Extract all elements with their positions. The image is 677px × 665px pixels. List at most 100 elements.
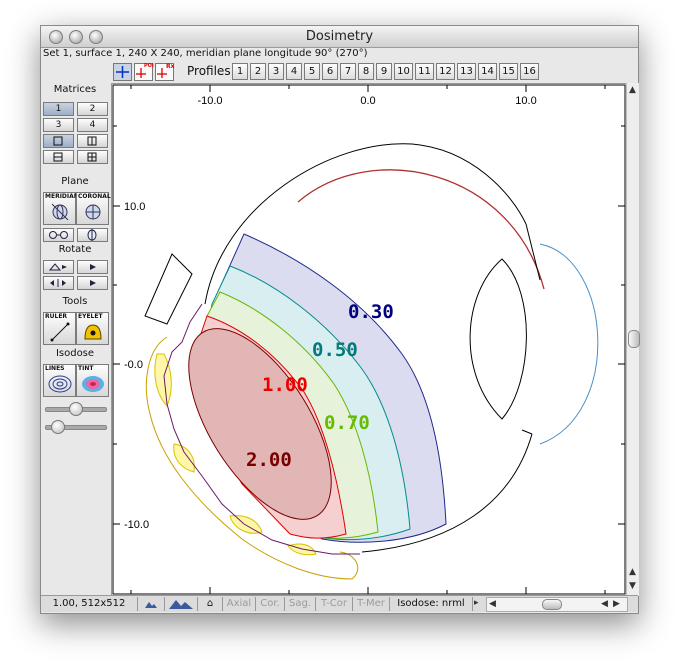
profile-button-12[interactable]: 12 (436, 63, 455, 80)
dose-plot[interactable]: -10.0 0.0 10.0 10.0 -0.0 -10.0 (112, 84, 626, 595)
rotate-ccw-button[interactable] (43, 260, 74, 274)
eyelet-tool-button[interactable]: EYELET (76, 312, 109, 345)
profile-button-1[interactable]: 1 (232, 63, 248, 80)
vertical-scrollbar[interactable]: ▲ ▲ ▼ (626, 83, 640, 596)
y-tick-label: 10.0 (124, 201, 145, 213)
profile-button-9[interactable]: 9 (376, 63, 392, 80)
minimize-window-icon[interactable] (69, 30, 83, 44)
isodose-slider-2-track[interactable] (45, 425, 107, 430)
zoom-out-button[interactable] (138, 597, 165, 611)
meridian-plane-button[interactable]: MERIDIAN (43, 192, 79, 225)
zoom-in-button[interactable] (165, 597, 198, 611)
plane-slice-button[interactable] (77, 228, 108, 242)
profile-button-10[interactable]: 10 (394, 63, 413, 80)
isodose-lines-button[interactable]: LINES (43, 364, 76, 397)
poi-caption: POI (144, 63, 154, 69)
profile-button-3[interactable]: 3 (268, 63, 284, 80)
bottom-tick-marks (130, 587, 606, 594)
matrix-3-button[interactable]: 3 (43, 118, 74, 132)
profile-button-6[interactable]: 6 (322, 63, 338, 80)
dosimetry-canvas[interactable]: -10.0 0.0 10.0 10.0 -0.0 -10.0 (111, 83, 627, 596)
scroll-left-lower-icon[interactable]: ◀ (601, 599, 608, 609)
isodose-label-100: 1.00 (262, 374, 308, 396)
globe-outer-arc (204, 143, 527, 305)
profile-button-11[interactable]: 11 (415, 63, 434, 80)
horizontal-scrollbar[interactable]: ◀ ◀ ▶ (486, 597, 628, 612)
tools-label: Tools (62, 296, 88, 307)
home-button[interactable]: ⌂ (198, 597, 223, 611)
matrix-1-button[interactable]: 1 (43, 102, 74, 116)
x-tick-label: 0.0 (360, 95, 375, 107)
rotate-flip-icon (50, 279, 66, 287)
zoom-readout: 1.00, 512x512 (41, 597, 138, 611)
close-window-icon[interactable] (49, 30, 63, 44)
ruler-tool-button[interactable]: RULER (43, 312, 76, 345)
poi-icon (136, 68, 146, 78)
isodose-status-menu[interactable]: Isodose: nrml (390, 597, 473, 611)
scroll-left-icon[interactable]: ◀ (489, 599, 496, 609)
lines-caption: LINES (45, 365, 65, 372)
plane-flip-button[interactable] (43, 228, 74, 242)
four-pane-layout-button[interactable] (77, 150, 108, 164)
profile-button-13[interactable]: 13 (457, 63, 476, 80)
play-right-icon (90, 264, 96, 270)
plane-label: Plane (61, 176, 89, 187)
view-sagittal-button[interactable]: Sag. (285, 597, 316, 611)
title-bar[interactable]: Dosimetry (41, 26, 638, 48)
outer-dose-contour (145, 336, 359, 580)
crosshair-tool-button[interactable] (113, 63, 132, 81)
scroll-right-icon[interactable]: ▶ (613, 599, 620, 609)
vertical-scroll-thumb[interactable] (628, 330, 640, 348)
coronal-plane-button[interactable]: CORONAL (76, 192, 111, 225)
view-axial-button[interactable]: Axial (223, 597, 256, 611)
two-row-layout-button[interactable] (43, 150, 74, 164)
view-coronal-button[interactable]: Cor. (256, 597, 285, 611)
matrix-4-button[interactable]: 4 (77, 118, 108, 132)
play-right-icon (90, 280, 96, 286)
isodose-slider-1-knob[interactable] (69, 402, 83, 416)
profile-button-5[interactable]: 5 (304, 63, 320, 80)
ruler-icon (50, 322, 70, 342)
right-tick-marks (618, 125, 625, 525)
view-t-cor-button[interactable]: T-Cor (316, 597, 353, 611)
isodose-label-030: 0.30 (348, 301, 394, 323)
isodose-tint-button[interactable]: TINT (76, 364, 109, 397)
view-t-mer-button[interactable]: T-Mer (353, 597, 390, 611)
dosimetry-window: Dosimetry Set 1, surface 1, 240 X 240, m… (40, 25, 640, 614)
y-tick-label: -10.0 (124, 519, 149, 531)
sidebar: Matrices 1 2 3 4 Plane MERIDIAN CORONAL (41, 82, 111, 593)
rotate-step-right-2-button[interactable] (77, 276, 108, 290)
isodose-label-050: 0.50 (312, 339, 358, 361)
profile-button-8[interactable]: 8 (358, 63, 374, 80)
matrix-2-button[interactable]: 2 (77, 102, 108, 116)
isodose-label: Isodose (55, 348, 95, 359)
single-pane-icon (53, 136, 63, 146)
home-icon: ⌂ (206, 598, 214, 609)
single-layout-button[interactable] (43, 134, 74, 148)
globe-lower-arc (361, 433, 533, 553)
top-tick-marks (130, 85, 606, 92)
scroll-up-icon[interactable]: ▲ (629, 85, 636, 95)
scroll-down-icon[interactable]: ▼ (629, 581, 636, 591)
status-line: Set 1, surface 1, 240 X 240, meridian pl… (43, 48, 368, 59)
mountain-small-icon (145, 602, 157, 608)
zoom-window-icon[interactable] (89, 30, 103, 44)
profile-button-7[interactable]: 7 (340, 63, 356, 80)
rx-tool-button[interactable]: Rx (155, 63, 175, 81)
two-column-layout-button[interactable] (77, 134, 108, 148)
profile-button-2[interactable]: 2 (250, 63, 266, 80)
profile-button-16[interactable]: 16 (520, 63, 539, 80)
scroll-up-lower-icon[interactable]: ▲ (629, 567, 636, 577)
horizontal-scroll-thumb[interactable] (542, 599, 562, 610)
poi-tool-button[interactable]: POI (134, 63, 154, 81)
cornea-outline (539, 243, 599, 445)
rotate-flip-button[interactable] (43, 276, 74, 290)
profile-button-14[interactable]: 14 (478, 63, 497, 80)
eyelet-caption: EYELET (78, 313, 103, 320)
rotate-step-right-button[interactable] (77, 260, 108, 274)
isodose-slider-2-knob[interactable] (51, 420, 65, 434)
profile-button-15[interactable]: 15 (499, 63, 518, 80)
profile-button-4[interactable]: 4 (286, 63, 302, 80)
matrices-label: Matrices (53, 84, 97, 95)
lens-outline (469, 258, 527, 420)
